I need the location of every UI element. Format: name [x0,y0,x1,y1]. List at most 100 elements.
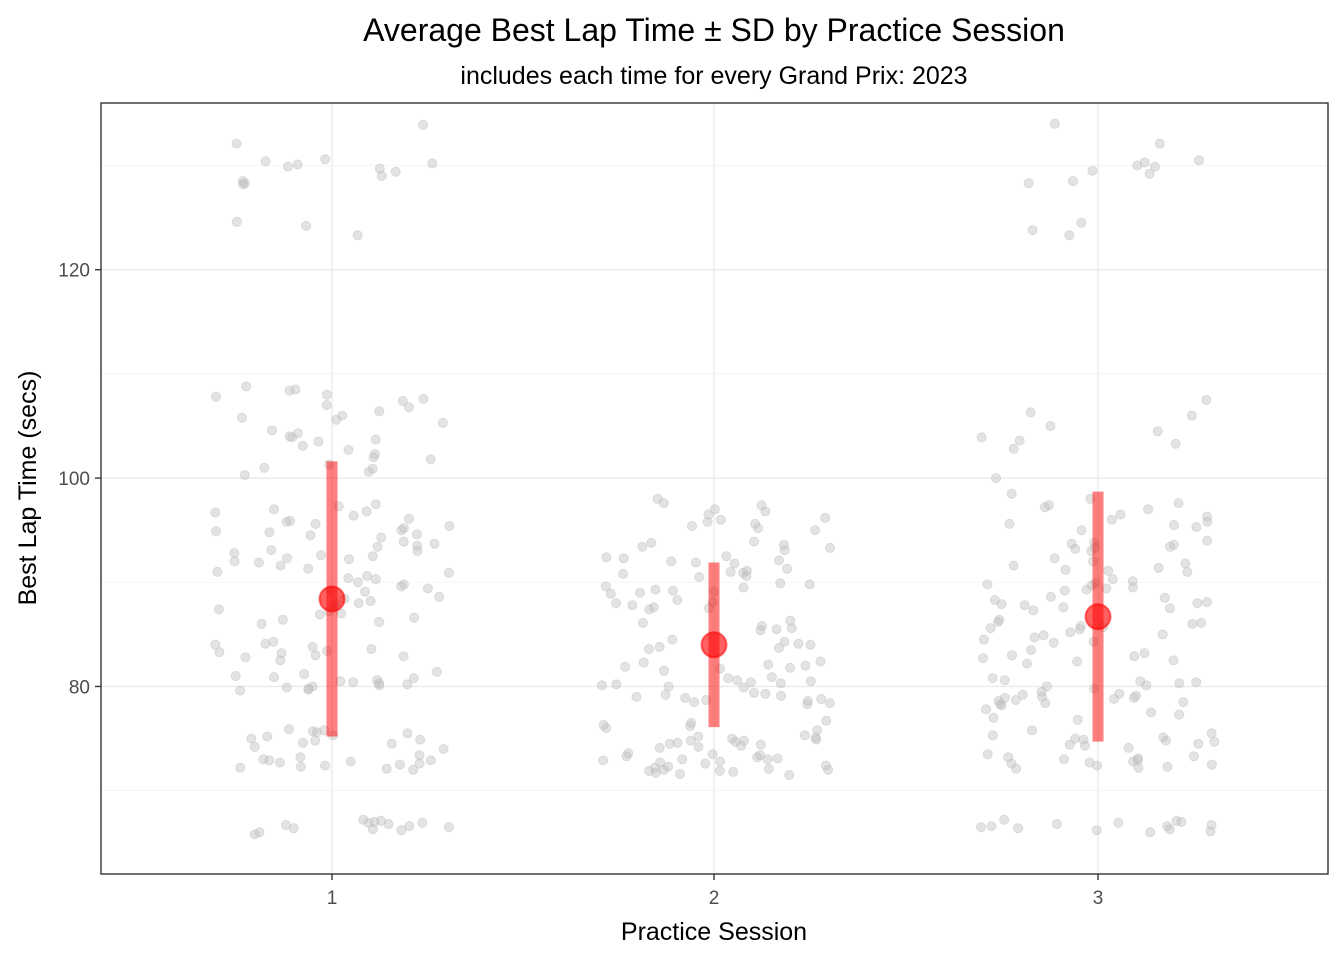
x-tick-label: 1 [327,888,338,909]
data-point [985,623,996,634]
data-point [425,755,436,766]
data-point [1205,826,1216,837]
data-point [631,691,642,702]
data-point [1206,759,1217,770]
data-point [1072,714,1083,725]
data-point [353,598,364,609]
data-point [307,681,318,692]
x-axis: 1 2 3 [327,874,1103,909]
data-point [394,759,405,770]
data-point [620,661,631,672]
data-point [1084,757,1095,768]
data-point [601,552,612,563]
data-point [297,440,308,451]
data-point [763,763,774,774]
data-point [660,689,671,700]
data-point [738,567,749,578]
data-point [1072,656,1083,667]
data-point [1070,733,1081,744]
data-point [1019,600,1030,611]
data-point [1180,558,1191,569]
data-point [820,760,831,771]
data-point [646,537,657,548]
data-point [637,541,648,552]
data-point [1087,165,1098,176]
data-point [390,166,401,177]
chart-subtitle: includes each time for every Grand Prix:… [460,62,967,90]
data-point [1127,576,1138,587]
data-point [383,819,394,830]
data-point [815,656,826,667]
data-point [268,504,279,515]
data-point [1157,629,1168,640]
data-point [667,634,678,645]
data-point [1201,597,1212,608]
data-point [402,679,413,690]
y-axis-title: Best Lap Time (secs) [14,371,42,606]
data-point [366,644,377,655]
data-point [996,700,1007,711]
data-point [655,757,666,768]
data-point [1037,691,1048,702]
data-point [1171,815,1182,826]
data-point [999,692,1010,703]
data-point [738,582,749,593]
data-point [1049,118,1060,129]
data-point [1133,762,1144,773]
data-point [1023,178,1034,189]
data-point [1038,630,1049,641]
data-point [396,825,407,836]
data-point [1078,734,1089,745]
data-point [1065,627,1076,638]
data-point [618,553,629,564]
data-point [414,750,425,761]
data-point [728,766,739,777]
data-point [411,529,422,540]
data-point [1045,420,1056,431]
data-point [596,680,607,691]
mean-point-session-3 [1084,603,1112,631]
data-point [370,499,381,510]
data-point [1011,763,1022,774]
data-point [1041,681,1052,692]
data-point [370,434,381,445]
data-point [372,541,383,552]
data-point [1026,645,1037,656]
data-point [314,609,325,620]
data-point [775,578,786,589]
data-point [1109,694,1120,705]
data-point [1152,426,1163,437]
data-point [1075,621,1086,632]
data-point [785,615,796,626]
data-point [1058,602,1069,613]
data-point [799,730,810,741]
data-point [1068,176,1079,187]
data-point [315,550,326,561]
data-point [1130,690,1141,701]
data-point [703,509,714,520]
data-point [1173,498,1184,509]
data-point [374,678,385,689]
data-point [1049,553,1060,564]
data-point [368,452,379,463]
data-point [1010,695,1021,706]
data-point [438,744,449,755]
data-point [1017,689,1028,700]
data-point [417,817,428,828]
x-axis-title: Practice Session [621,918,807,946]
data-point [1168,655,1179,666]
data-point [760,506,771,517]
data-point [689,697,700,708]
data-point [398,651,409,662]
data-point [638,657,649,668]
data-point [268,636,279,647]
data-point [802,696,813,707]
data-point [976,432,987,443]
data-point [374,163,385,174]
data-point [363,466,374,477]
data-point [1066,538,1077,549]
data-point [1048,637,1059,648]
data-point [301,220,312,231]
data-point [425,454,436,465]
